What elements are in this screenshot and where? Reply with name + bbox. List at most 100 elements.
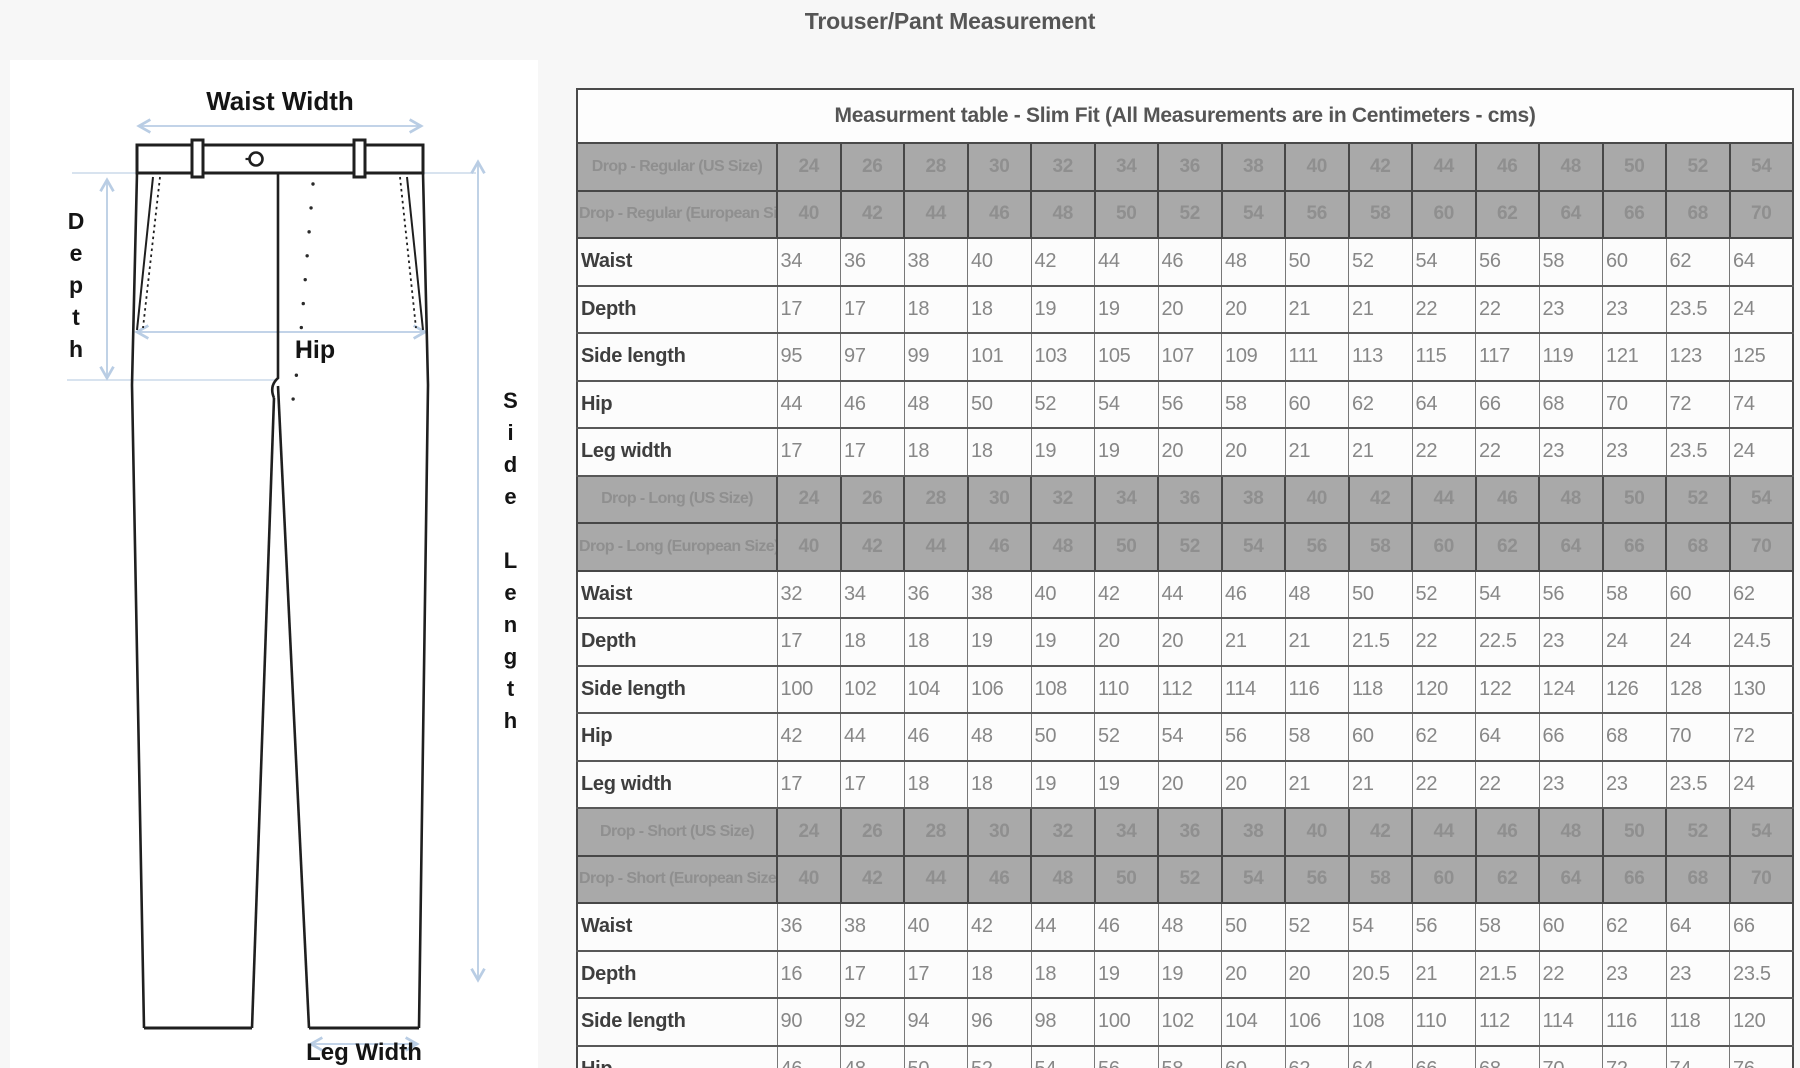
measure-row-leg-width-cell: 17: [840, 759, 905, 809]
measure-row-side-length-label: Side length: [576, 664, 778, 714]
drop-us-row-cell: 44: [1411, 807, 1477, 857]
drop-us-row-cell: 40: [1284, 807, 1350, 857]
measure-row-side-length-cell: 120: [1411, 664, 1476, 714]
measure-row-hip-cell: 58: [1284, 712, 1349, 762]
drop-eu-row-cell: 54: [1220, 854, 1286, 904]
measure-row-hip: Hip 42 44 46 48 50 52 54 56 58 60 62 64 66 68 70 72: [576, 712, 1794, 762]
drop-eu-row-label: Drop - Long (European Size): [576, 522, 778, 572]
drop-eu-row-cell: 50: [1093, 522, 1159, 572]
measure-row-waist-cell: 34: [840, 569, 905, 619]
measure-row-leg-width-cell: 24: [1729, 427, 1794, 477]
drop-us-row-cell: 30: [966, 807, 1032, 857]
measure-row-side-length-cell: 110: [1411, 997, 1476, 1047]
drop-us-row-cell: 32: [1030, 474, 1096, 524]
measure-row-side-length-cell: 125: [1729, 332, 1794, 382]
measure-row-depth-cell: 21.5: [1475, 949, 1540, 999]
measure-row-side-length-cell: 102: [840, 664, 905, 714]
drop-us-row-cell: 34: [1093, 807, 1159, 857]
measure-row-depth-cell: 22: [1475, 284, 1540, 334]
drop-eu-row-cell: 64: [1538, 189, 1604, 239]
measure-row-depth-cell: 19: [1094, 284, 1159, 334]
measure-row-leg-width-cell: 20: [1221, 427, 1286, 477]
page-title: Trouser/Pant Measurement: [804, 8, 1096, 34]
measure-row-leg-width-cell: 23.5: [1665, 759, 1730, 809]
measure-row-depth-cell: 21: [1348, 284, 1413, 334]
drop-us-row-cell: 48: [1538, 474, 1604, 524]
measure-row-waist-cell: 44: [1030, 902, 1095, 952]
measure-row-side-length-cell: 106: [1284, 997, 1349, 1047]
table-title-row: Measurment table - Slim Fit (All Measure…: [575, 88, 1795, 144]
measure-row-leg-width-cell: 20: [1157, 427, 1222, 477]
measure-row-hip-cell: 70: [1538, 1044, 1603, 1068]
measure-row-depth-cell: 18: [967, 284, 1032, 334]
measure-row-waist-cell: 54: [1475, 569, 1540, 619]
measure-row-leg-width-cell: 18: [903, 427, 968, 477]
drop-eu-row-cell: 52: [1157, 854, 1223, 904]
drop-eu-row-cell: 62: [1474, 189, 1540, 239]
measure-row-side-length-cell: 119: [1538, 332, 1603, 382]
measure-row-leg-width-cell: 20: [1157, 759, 1222, 809]
measure-row-depth-cell: 18: [840, 617, 905, 667]
measure-row-leg-width-cell: 21: [1348, 759, 1413, 809]
measure-row-hip-cell: 56: [1094, 1044, 1159, 1068]
measure-row-side-length-cell: 103: [1030, 332, 1095, 382]
measure-row-side-length-cell: 98: [1030, 997, 1095, 1047]
measure-row-hip-label: Hip: [576, 379, 778, 429]
measure-row-waist-cell: 34: [776, 237, 841, 287]
measure-row-depth-cell: 21: [1284, 284, 1349, 334]
measure-row-depth-cell: 23: [1602, 949, 1667, 999]
leg-width-label: Leg Width: [306, 1039, 422, 1066]
drop-eu-row-cell: 62: [1474, 522, 1540, 572]
measure-row-side-length-cell: 114: [1538, 997, 1603, 1047]
measure-row-hip-cell: 46: [840, 379, 905, 429]
measure-row-leg-width-cell: 18: [967, 427, 1032, 477]
drop-us-row-cell: 50: [1601, 142, 1667, 192]
measure-row-waist-cell: 48: [1157, 902, 1222, 952]
measure-row-side-length-cell: 128: [1665, 664, 1730, 714]
measure-row-depth-cell: 19: [967, 617, 1032, 667]
measure-row-depth-cell: 16: [776, 949, 841, 999]
drop-us-row-cell: 48: [1538, 807, 1604, 857]
measure-row-leg-width-label: Leg width: [576, 427, 778, 477]
measure-row-hip-cell: 54: [1157, 712, 1222, 762]
drop-us-row-cell: 46: [1474, 807, 1540, 857]
drop-eu-row-cell: 68: [1665, 189, 1731, 239]
drop-eu-row-cell: 44: [903, 522, 969, 572]
drop-eu-row-cell: 66: [1601, 189, 1667, 239]
measure-row-side-length-cell: 92: [840, 997, 905, 1047]
drop-eu-row-cell: 44: [903, 189, 969, 239]
measure-row-waist-cell: 58: [1475, 902, 1540, 952]
measure-row-depth-cell: 22: [1538, 949, 1603, 999]
drop-eu-row-cell: 56: [1284, 522, 1350, 572]
measure-row-side-length-cell: 113: [1348, 332, 1413, 382]
drop-eu-row-cell: 44: [903, 854, 969, 904]
measure-row-depth-label: Depth: [576, 284, 778, 334]
measure-row-side-length-cell: 94: [903, 997, 968, 1047]
measure-row-depth-label: Depth: [576, 949, 778, 999]
measure-row-waist-cell: 50: [1221, 902, 1286, 952]
drop-us-row-cell: 30: [966, 142, 1032, 192]
drop-eu-row-cell: 58: [1347, 854, 1413, 904]
measure-row-hip-cell: 52: [1094, 712, 1159, 762]
measure-row-side-length: Side length 90 92 94 96 98 100 102 104 106 108 110 1…: [576, 997, 1794, 1047]
drop-us-row: Drop - Long (US Size) 24 26 28 30 32 34 36 38 40 4…: [576, 474, 1795, 524]
measure-row-leg-width: Leg width 17 17 18 18 19 19 20 20 21 21 22 22 23 23 23.…: [576, 427, 1794, 477]
drop-us-row-cell: 44: [1411, 474, 1477, 524]
measure-row-hip-cell: 68: [1602, 712, 1667, 762]
measure-row-hip: Hip46485052545658606264666870727476: [576, 1044, 1794, 1068]
drop-us-row-cell: 32: [1030, 807, 1096, 857]
measure-row-hip-label: Hip: [576, 712, 778, 762]
measure-row-depth-cell: 19: [1094, 949, 1159, 999]
drop-us-row-cell: 46: [1474, 142, 1540, 192]
drop-eu-row-cell: 60: [1411, 189, 1477, 239]
measure-row-leg-width-cell: 21: [1284, 427, 1349, 477]
measure-row-waist-label: Waist: [576, 569, 778, 619]
measure-row-side-length-cell: 122: [1475, 664, 1540, 714]
measure-row-hip-cell: 50: [903, 1044, 968, 1068]
measure-row-hip-cell: 60: [1348, 712, 1413, 762]
drop-eu-row-cell: 56: [1284, 854, 1350, 904]
trouser-diagram: [67, 118, 486, 1052]
measure-row-waist: Waist 36 38 40 42 44 46 48 50 52 54 56 58 60 62 64 66: [576, 902, 1794, 952]
drop-us-row-cell: 46: [1474, 474, 1540, 524]
